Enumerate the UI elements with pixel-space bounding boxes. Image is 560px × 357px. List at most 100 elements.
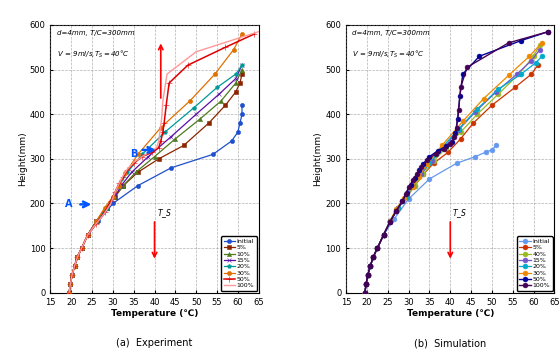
15%: [93, 219, 100, 223]
Initial: [228, 139, 235, 143]
100%: [158, 116, 165, 121]
Initial: [67, 282, 74, 286]
50%: [517, 39, 524, 43]
5%: [488, 103, 495, 107]
40%: [403, 195, 410, 199]
100%: [101, 211, 108, 215]
40%: [367, 264, 374, 268]
50%: [443, 144, 450, 149]
15%: [66, 291, 72, 295]
50%: [111, 190, 118, 195]
40%: [458, 130, 464, 134]
10%: [172, 137, 179, 141]
20%: [533, 61, 539, 65]
10%: [85, 233, 91, 237]
15%: [441, 146, 447, 150]
100%: [418, 165, 424, 170]
100%: [365, 273, 371, 277]
Legend: Initial, 5%, 10%, 15%, 20%, 30%, 50%, 100%: Initial, 5%, 10%, 15%, 20%, 30%, 50%, 10…: [221, 236, 257, 291]
50%: [449, 140, 456, 144]
Line: Initial: Initial: [362, 143, 498, 295]
50%: [435, 149, 441, 153]
40%: [443, 146, 450, 150]
100%: [405, 184, 412, 188]
10%: [218, 99, 225, 103]
50%: [120, 175, 127, 179]
50%: [393, 209, 399, 213]
30%: [370, 255, 376, 259]
20%: [66, 291, 72, 295]
5%: [511, 85, 518, 90]
Line: 100%: 100%: [69, 32, 259, 293]
Initial: [488, 148, 495, 152]
50%: [78, 246, 85, 250]
10%: [69, 273, 76, 277]
Line: 30%: 30%: [362, 40, 544, 295]
20%: [370, 255, 376, 259]
30%: [157, 125, 164, 130]
5%: [362, 291, 368, 295]
40%: [380, 233, 387, 237]
5%: [528, 72, 535, 76]
15%: [363, 282, 370, 286]
30%: [186, 99, 193, 103]
Line: 15%: 15%: [67, 63, 244, 295]
10%: [151, 155, 158, 159]
30%: [459, 119, 466, 124]
20%: [214, 85, 221, 90]
50%: [386, 220, 393, 224]
15%: [85, 233, 91, 237]
100%: [441, 146, 447, 151]
40%: [370, 255, 376, 259]
40%: [536, 43, 543, 47]
Initial: [365, 273, 371, 277]
50%: [362, 291, 368, 295]
30%: [69, 273, 76, 277]
40%: [395, 206, 402, 210]
Initial: [367, 264, 374, 268]
30%: [74, 255, 81, 259]
10%: [103, 206, 110, 210]
100%: [120, 173, 127, 177]
15%: [367, 264, 374, 268]
Initial: [236, 121, 243, 125]
Initial: [66, 291, 72, 295]
50%: [452, 131, 459, 135]
100%: [464, 65, 470, 70]
40%: [365, 273, 371, 277]
5%: [458, 137, 464, 141]
15%: [67, 282, 74, 286]
40%: [474, 112, 480, 116]
50%: [476, 54, 483, 58]
30%: [122, 171, 129, 175]
30%: [367, 264, 374, 268]
10%: [71, 264, 78, 268]
10%: [74, 255, 81, 259]
20%: [474, 107, 480, 111]
20%: [367, 264, 374, 268]
50%: [399, 199, 406, 203]
15%: [78, 246, 85, 250]
20%: [374, 246, 381, 250]
5%: [412, 183, 418, 188]
50%: [545, 30, 552, 34]
Line: 100%: 100%: [362, 29, 550, 295]
100%: [85, 233, 91, 237]
100%: [147, 150, 154, 154]
50%: [139, 155, 146, 159]
Line: 50%: 50%: [67, 31, 257, 296]
5%: [155, 157, 162, 161]
10%: [66, 291, 72, 295]
10%: [78, 246, 85, 250]
100%: [393, 209, 399, 213]
100%: [380, 233, 387, 237]
Initial: [239, 103, 245, 107]
100%: [71, 264, 78, 268]
Initial: [239, 112, 245, 116]
50%: [426, 155, 433, 159]
Initial: [405, 197, 412, 201]
100%: [67, 282, 74, 286]
30%: [424, 162, 431, 166]
Title: (b)  Simulation: (b) Simulation: [414, 338, 487, 348]
Y-axis label: Height(mm): Height(mm): [18, 131, 27, 186]
